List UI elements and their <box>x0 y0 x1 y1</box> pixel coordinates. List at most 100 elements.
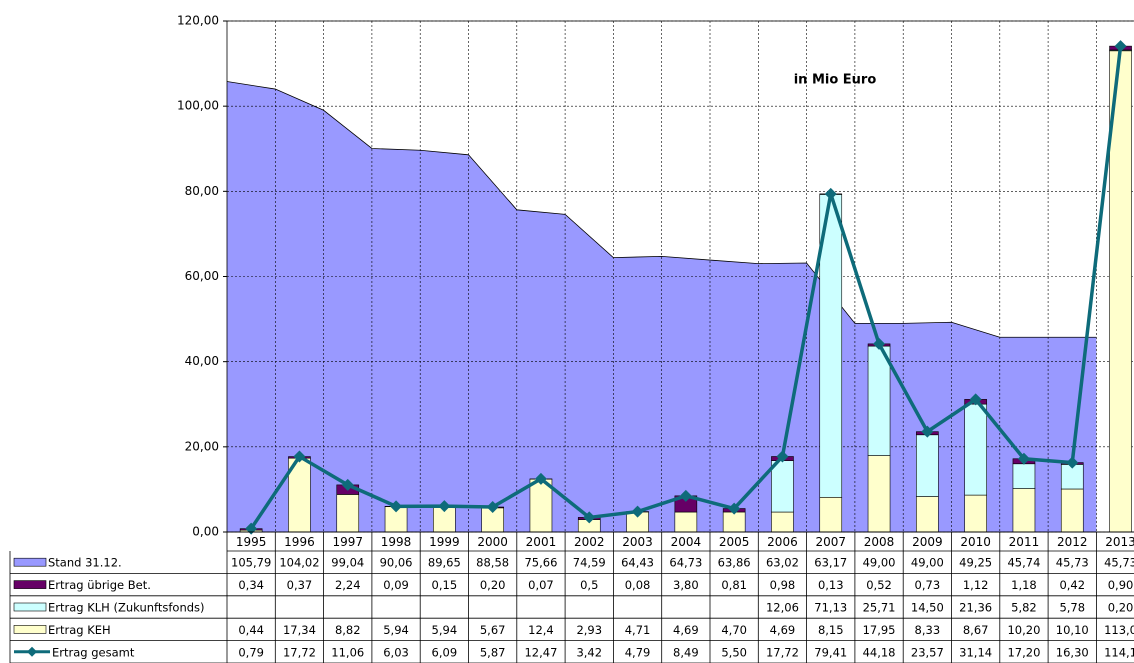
table-cell: 63,17 <box>814 556 847 570</box>
x-tick-label: 2003 <box>622 535 653 549</box>
table-cell: 113,0 <box>1104 623 1134 637</box>
table-cell: 25,71 <box>863 601 896 615</box>
legend-key <box>13 557 47 567</box>
table-cell: 0,07 <box>528 578 554 592</box>
x-tick-label: 1997 <box>332 535 363 549</box>
table-cell: 114,1 <box>1104 645 1134 659</box>
table-cell: 4,71 <box>625 623 651 637</box>
legend-label: Ertrag KEH <box>48 623 111 637</box>
table-cell: 0,52 <box>866 578 892 592</box>
x-tick-label: 2001 <box>526 535 557 549</box>
table-cell: 0,5 <box>580 578 598 592</box>
marker <box>873 337 886 350</box>
marker <box>1017 452 1030 465</box>
marker <box>679 489 692 502</box>
table-cell: 17,34 <box>283 623 316 637</box>
x-tick-label: 2006 <box>767 535 798 549</box>
x-tick-label: 1998 <box>381 535 412 549</box>
y-tick-label: 20,00 <box>185 439 219 453</box>
table-cell: 5,78 <box>1059 601 1085 615</box>
y-tick-label: 40,00 <box>185 354 219 368</box>
legend-label: Ertrag KLH (Zukunftsfonds) <box>48 601 205 615</box>
table-cell: 21,36 <box>959 601 992 615</box>
bar <box>916 434 939 497</box>
y-tick-label: 100,00 <box>177 99 219 113</box>
table-cell: 0,90 <box>1108 578 1134 592</box>
marker <box>390 500 403 513</box>
table-cell: 16,30 <box>1056 645 1089 659</box>
table-cell: 11,06 <box>331 645 364 659</box>
table-cell: 2,24 <box>335 578 361 592</box>
table-cell: 0,20 <box>1108 601 1134 615</box>
bar <box>964 494 987 533</box>
plot-area <box>226 20 1134 535</box>
table-cell: 0,37 <box>287 578 313 592</box>
table-cell: 6,03 <box>383 645 409 659</box>
table-cell: 45,73 <box>1104 556 1134 570</box>
y-tick-label: 0,00 <box>192 525 219 539</box>
bar <box>771 460 794 513</box>
marker <box>341 478 354 491</box>
legend-label: Ertrag übrige Bet. <box>48 578 151 592</box>
table-cell: 63,86 <box>718 556 751 570</box>
marker <box>824 187 837 200</box>
x-tick-label: 2012 <box>1057 535 1088 549</box>
bar <box>819 496 843 533</box>
table-cell: 104,02 <box>279 556 319 570</box>
bar <box>1012 488 1036 533</box>
bar <box>1012 463 1036 489</box>
table-cell: 105,79 <box>231 556 271 570</box>
table-cell: 6,09 <box>432 645 458 659</box>
table-cell: 90,06 <box>380 556 413 570</box>
marker <box>1114 40 1127 53</box>
marker <box>293 450 306 463</box>
table-cell: 8,15 <box>818 623 844 637</box>
x-tick-label: 2007 <box>815 535 846 549</box>
y-tick-label: 120,00 <box>177 14 219 28</box>
bar <box>336 494 360 533</box>
table-cell: 4,69 <box>770 623 796 637</box>
table-cell: 75,66 <box>524 556 557 570</box>
x-tick-label: 2011 <box>1009 535 1040 549</box>
table-cell: 12,4 <box>528 623 554 637</box>
bar <box>1060 488 1084 533</box>
table-cell: 0,81 <box>721 578 747 592</box>
table-cell: 49,25 <box>959 556 992 570</box>
table-cell: 3,42 <box>576 645 602 659</box>
x-tick-label: 1999 <box>429 535 460 549</box>
table-cell: 5,50 <box>721 645 747 659</box>
table-cell: 1,18 <box>1011 578 1037 592</box>
bar <box>867 455 891 533</box>
legend-key <box>13 580 47 589</box>
marker <box>631 505 644 518</box>
x-tick-label: 2009 <box>912 535 943 549</box>
table-cell: 17,72 <box>766 645 799 659</box>
bar <box>771 511 794 533</box>
table-cell: 5,87 <box>480 645 506 659</box>
table-cell: 8,49 <box>673 645 699 659</box>
table-cell: 49,00 <box>911 556 944 570</box>
table-cell: 0,73 <box>915 578 941 592</box>
marker <box>969 393 982 406</box>
table-cell: 5,82 <box>1011 601 1037 615</box>
table-cell: 17,72 <box>283 645 316 659</box>
table-cell: 0,98 <box>770 578 796 592</box>
table-cell: 0,42 <box>1059 578 1085 592</box>
table-cell: 0,08 <box>625 578 651 592</box>
bar <box>674 511 698 533</box>
bar <box>916 496 939 533</box>
x-tick-label: 2013 <box>1105 535 1134 549</box>
marker <box>583 511 596 524</box>
table-cell: 17,95 <box>863 623 896 637</box>
x-tick-label: 2000 <box>477 535 508 549</box>
x-tick-label: 1996 <box>284 535 315 549</box>
table-cell: 8,67 <box>963 623 989 637</box>
table-cell: 0,09 <box>383 578 409 592</box>
table-cell: 0,79 <box>238 645 264 659</box>
bar <box>722 511 746 533</box>
marker <box>728 502 741 515</box>
table-cell: 0,34 <box>238 578 264 592</box>
marker <box>486 501 499 514</box>
table-cell: 23,57 <box>911 645 944 659</box>
